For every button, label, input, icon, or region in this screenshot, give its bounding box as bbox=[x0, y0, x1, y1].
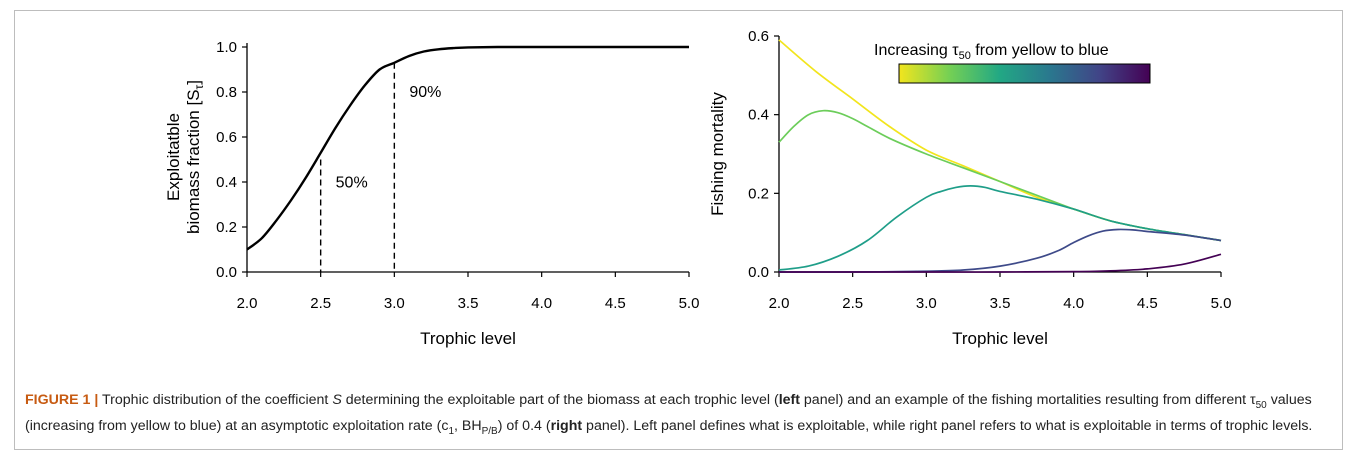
caption-text: 1 bbox=[448, 425, 455, 437]
left-y-tick-label: 0.4 bbox=[216, 174, 237, 191]
left-marker-label: 90% bbox=[409, 84, 441, 101]
right-x-ticks: 2.0 2.5 3.0 3.5 4.0 4.5 5.0 bbox=[769, 272, 1232, 312]
right-x-tick-label: 4.5 bbox=[1137, 295, 1158, 312]
right-x-axis-label: Trophic level bbox=[952, 329, 1048, 348]
figure-frame: 0.0 0.2 0.4 0.6 0.8 1.0 2.0 2.5 3.0 3.5 4.0 4.5 5.0… bbox=[14, 10, 1343, 450]
caption-figure-label: FIGURE 1 | bbox=[25, 392, 99, 408]
right-y-tick-label: 0.4 bbox=[748, 107, 769, 124]
caption-text: P/B bbox=[481, 425, 498, 437]
left-y-axis-label-line1: Exploitatble bbox=[164, 113, 183, 201]
caption-text: τ bbox=[1250, 392, 1256, 408]
left-x-tick-label: 5.0 bbox=[679, 295, 700, 312]
left-x-tick-label: 2.5 bbox=[310, 295, 331, 312]
right-y-tick-label: 0.0 bbox=[748, 264, 769, 281]
right-x-tick-label: 5.0 bbox=[1211, 295, 1232, 312]
caption-text: left bbox=[778, 392, 800, 408]
left-annotations: 50% 90% bbox=[319, 62, 441, 272]
caption-text: determining the exploitable part of the … bbox=[341, 392, 779, 408]
caption-text: Trophic distribution of the coefficient bbox=[98, 392, 333, 408]
left-x-tick-label: 3.0 bbox=[384, 295, 405, 312]
right-series-line bbox=[778, 228, 1222, 273]
caption-text: right bbox=[550, 417, 583, 434]
left-y-tick-label: 0.6 bbox=[216, 129, 237, 146]
right-x-tick-label: 3.5 bbox=[990, 295, 1011, 312]
left-x-tick-label: 4.0 bbox=[531, 295, 552, 312]
left-chart: 0.0 0.2 0.4 0.6 0.8 1.0 2.0 2.5 3.0 3.5 4.0 4.5 5.0… bbox=[164, 39, 699, 348]
right-x-tick-label: 2.5 bbox=[842, 295, 863, 312]
right-chart: 0.0 0.2 0.4 0.6 2.0 2.5 3.0 3.5 4.0 4.5 5.0 Troph… bbox=[708, 28, 1231, 348]
caption-text: values (increasing from yellow to blue) … bbox=[25, 392, 1312, 434]
left-x-tick-label: 4.5 bbox=[605, 295, 626, 312]
right-series-line bbox=[778, 109, 1222, 242]
figure-caption: FIGURE 1 | Trophic distribution of the c… bbox=[25, 390, 1325, 442]
left-y-tick-label: 0.0 bbox=[216, 264, 237, 281]
caption-text: 50 bbox=[1255, 399, 1267, 411]
right-y-tick-label: 0.2 bbox=[748, 185, 769, 202]
caption-text: , BH bbox=[454, 417, 482, 434]
left-x-axis-label: Trophic level bbox=[420, 329, 516, 348]
left-y-tick-label: 1.0 bbox=[216, 39, 237, 56]
right-series-group bbox=[778, 39, 1222, 273]
right-y-ticks: 0.0 0.2 0.4 0.6 bbox=[748, 28, 779, 281]
right-series-line bbox=[778, 185, 1222, 271]
left-x-ticks: 2.0 2.5 3.0 3.5 4.0 4.5 5.0 bbox=[237, 272, 700, 312]
left-y-tick-label: 0.2 bbox=[216, 219, 237, 236]
right-x-tick-label: 4.0 bbox=[1063, 295, 1084, 312]
right-x-tick-label: 2.0 bbox=[769, 295, 790, 312]
right-y-tick-label: 0.6 bbox=[748, 28, 769, 45]
right-x-tick-label: 3.0 bbox=[916, 295, 937, 312]
left-marker-label: 50% bbox=[336, 175, 368, 192]
left-series-line bbox=[246, 45, 689, 251]
charts-canvas: 0.0 0.2 0.4 0.6 0.8 1.0 2.0 2.5 3.0 3.5 4.0 4.5 5.0… bbox=[164, 28, 1231, 348]
left-y-tick-label: 0.8 bbox=[216, 84, 237, 101]
left-x-tick-label: 3.5 bbox=[458, 295, 479, 312]
caption-text: panel) and an example of the fishing mor… bbox=[799, 392, 1251, 408]
left-x-tick-label: 2.0 bbox=[237, 295, 258, 312]
right-series-line bbox=[779, 253, 1222, 273]
left-y-ticks: 0.0 0.2 0.4 0.6 0.8 1.0 bbox=[216, 39, 247, 281]
left-y-axis-label-line2: biomass fraction [Sτ] bbox=[184, 80, 206, 234]
colorbar bbox=[898, 63, 1151, 84]
caption-text: ) of 0.4 ( bbox=[497, 417, 551, 434]
caption-text: S bbox=[332, 392, 342, 408]
colorbar-legend-title: Increasing τ50 from yellow to blue bbox=[874, 42, 1109, 62]
right-y-axis-label: Fishing mortality bbox=[708, 92, 727, 216]
caption-text: panel). Left panel defines what is explo… bbox=[582, 417, 1313, 434]
